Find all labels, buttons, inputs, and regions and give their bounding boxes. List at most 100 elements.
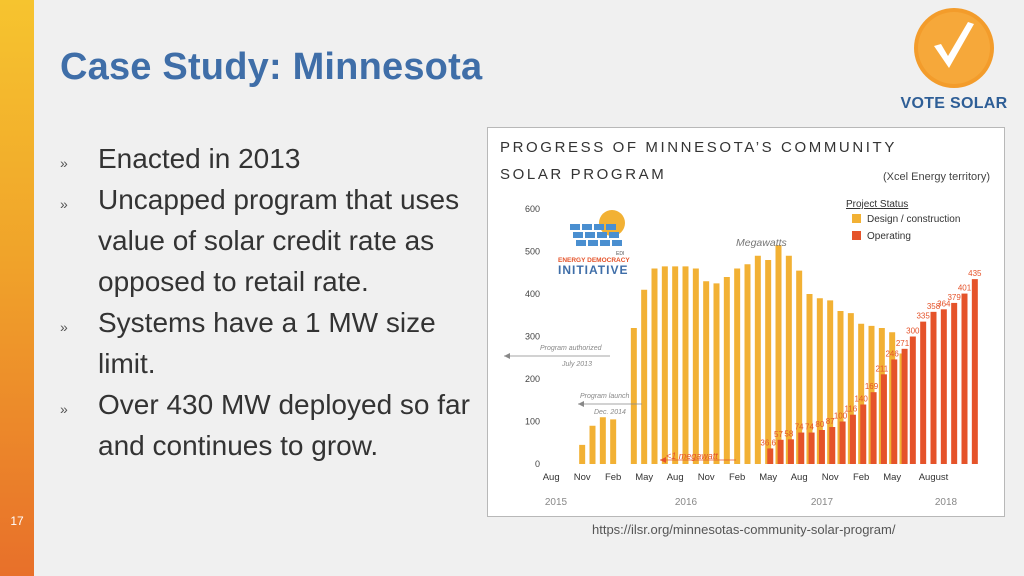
design-bar [847,313,854,464]
operating-bar [940,309,947,464]
logo-text: VOTE SOLAR [900,95,1008,112]
legend-label: Operating [867,231,911,242]
x-tick-label: Aug [791,472,808,483]
annotation-text: July 2013 [561,361,592,368]
design-bar [754,255,761,464]
operating-bar [860,404,867,464]
edi-panel-icon [573,232,583,238]
source-link[interactable]: https://ilsr.org/minnesotas-community-so… [592,522,896,537]
operating-bar [920,321,927,464]
operating-bar [909,336,916,464]
design-bar [816,298,823,464]
design-bar [630,328,637,464]
design-bar [796,270,803,464]
operating-bar [961,293,968,464]
legend-swatch-design [852,214,861,223]
operating-bar [880,374,887,464]
data-label: 140 [854,395,868,404]
design-bar [765,260,772,464]
operating-bar [870,392,877,464]
bullet-marker: » [60,401,68,417]
slide-number: 17 [10,514,24,528]
data-label: 335 [916,312,930,321]
design-bar [641,289,648,464]
edi-panel-icon [570,224,580,230]
x-tick-label: Nov [822,472,839,483]
annotation-text: <1 megawatt [666,451,718,461]
legend-swatch-operating [852,231,861,240]
operating-bar [930,311,937,464]
edi-panel-icon [588,240,598,246]
series-label: Megawatts [736,237,788,249]
x-tick-label: May [759,472,777,483]
design-bar [806,294,813,464]
design-bar [599,417,606,464]
operating-bar [829,427,836,464]
y-tick-label: 500 [525,247,540,257]
design-bar [703,281,710,464]
edi-text-line1: ENERGY DEMOCRACY [558,257,630,264]
design-bar [651,268,658,464]
x-tick-label: May [883,472,901,483]
design-bar [692,268,699,464]
design-bar [827,300,834,464]
x-tick-label: Nov [574,472,591,483]
annotation-arrow-head [660,457,666,463]
data-label: 74 [795,423,804,432]
x-tick-label: Aug [667,472,684,483]
page-title: Case Study: Minnesota [60,46,483,88]
design-bar [785,255,792,464]
annotation-arrow-head [578,401,584,407]
design-bar [661,266,668,464]
data-label: 100 [834,412,848,421]
design-bar [858,323,865,464]
vote-solar-logo-icon [914,8,994,88]
operating-bar [808,432,815,464]
data-label: 300 [906,327,920,336]
data-label: 36.6 [760,438,776,447]
edi-panel-icon [594,224,604,230]
chart-figure: PROGRESS OF MINNESOTA’S COMMUNITY SOLAR P… [487,127,1005,517]
y-tick-label: 300 [525,332,540,342]
edi-panel-icon [585,232,595,238]
edi-small-text: EDI [616,251,624,257]
design-bar [589,425,596,464]
y-tick-label: 0 [535,459,540,469]
bullet-list: » Enacted in 2013 » Uncapped program that … [60,138,470,466]
edi-panel-icon [597,232,607,238]
annotation-arrow-head [504,353,510,359]
y-tick-label: 100 [525,417,540,427]
operating-bar [849,414,856,464]
data-label: 401 [958,284,972,293]
y-tick-label: 600 [525,204,540,214]
x-tick-label: August [919,472,949,483]
data-label: 246 [885,349,899,358]
chart-title-line2: SOLAR PROGRAM [500,166,666,183]
design-bar [734,268,741,464]
design-bar [713,283,720,464]
data-label: 80 [815,420,824,429]
operating-bar [839,421,846,464]
x-tick-label: Aug [543,472,560,483]
design-bar [610,419,617,464]
design-bar [744,264,751,464]
design-bar [579,444,586,464]
operating-bar [901,348,908,464]
operating-bar [971,279,978,464]
list-item: » Uncapped program that uses value of sol… [60,179,470,302]
operating-bar [891,359,898,464]
operating-bar [951,302,958,464]
data-label: 211 [875,364,888,373]
x-tick-label: Nov [698,472,715,483]
data-label: 116 [844,405,857,414]
edi-text-line2: INITIATIVE [558,263,628,277]
bullet-marker: » [60,319,68,335]
edi-panel-icon [600,240,610,246]
operating-bar [777,439,784,464]
edi-sun-icon [599,210,625,236]
operating-bar [798,432,805,464]
x-tick-label: Feb [729,472,745,483]
operating-bar [818,430,825,464]
list-item: » Enacted in 2013 [60,138,470,179]
edi-panel-icon [609,232,619,238]
